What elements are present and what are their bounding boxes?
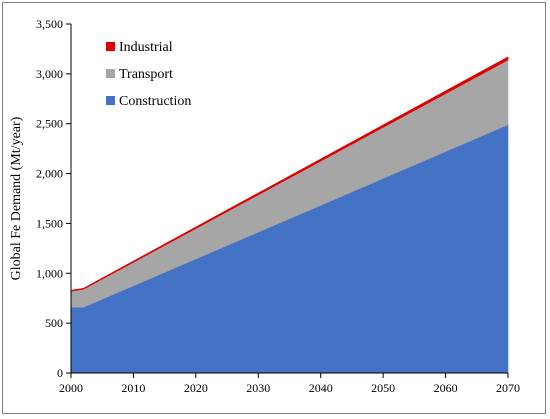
legend-label-construction: Construction: [119, 94, 191, 109]
legend-label-transport: Transport: [119, 67, 173, 82]
legend: Industrial Transport Construction: [106, 40, 191, 109]
y-axis-title: Global Fe Demand (Mt/year): [9, 116, 24, 280]
area-construction: [70, 124, 509, 374]
y-tick-label: 500: [45, 316, 63, 330]
ticks-layer: 2000 2010 2020 2030 2040 2050 2060 2070 0 500 1,00…: [36, 17, 520, 395]
x-tick-label: 2060: [434, 381, 458, 395]
legend-item-industrial: Industrial: [106, 40, 173, 55]
x-tick-label: 2040: [309, 381, 333, 395]
legend-item-transport: Transport: [106, 67, 173, 82]
x-tick-label: 2010: [121, 381, 145, 395]
x-tick-label: 2000: [59, 381, 83, 395]
legend-label-industrial: Industrial: [119, 40, 173, 55]
x-tick-label: 2070: [496, 381, 520, 395]
x-tick-label: 2030: [246, 381, 270, 395]
legend-swatch-construction: [106, 96, 115, 105]
chart-frame: 2000 2010 2020 2030 2040 2050 2060 2070 0 500 1,00…: [2, 2, 546, 414]
legend-swatch-industrial: [106, 42, 115, 51]
legend-swatch-transport: [106, 69, 115, 78]
chart-svg: 2000 2010 2020 2030 2040 2050 2060 2070 0 500 1,00…: [9, 17, 520, 395]
y-tick-label: 1,500: [36, 216, 63, 230]
y-tick-label: 2,000: [36, 167, 63, 181]
y-tick-label: 3,500: [36, 17, 63, 31]
y-tick-label: 1,000: [36, 266, 63, 280]
axes-layer: [70, 24, 508, 374]
x-tick-label: 2020: [184, 381, 208, 395]
y-tick-label: 3,000: [36, 67, 63, 81]
x-tick-label: 2050: [371, 381, 395, 395]
y-tick-label: 2,500: [36, 117, 63, 131]
legend-item-construction: Construction: [106, 94, 191, 109]
y-tick-label: 0: [57, 366, 63, 380]
